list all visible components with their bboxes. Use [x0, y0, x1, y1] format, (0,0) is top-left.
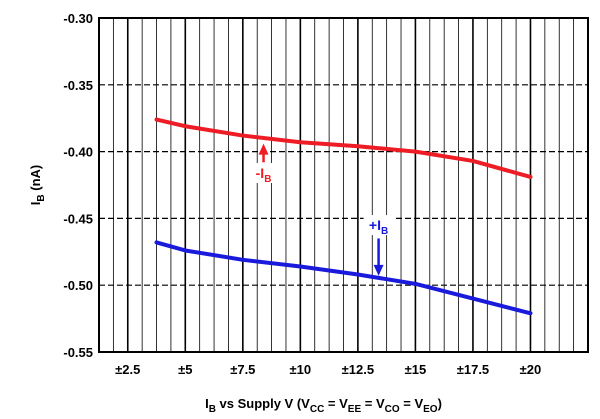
- y-tick-label: -0.50: [63, 278, 93, 293]
- grid: [98, 17, 589, 353]
- series-line-minus-ib: [154, 117, 533, 179]
- y-tick-label: -0.35: [63, 78, 93, 93]
- x-tick-label: ±5: [178, 362, 192, 377]
- x-tick-label: ±12.5: [342, 362, 374, 377]
- x-tick-label: ±7.5: [230, 362, 255, 377]
- y-tick-label: -0.40: [63, 145, 93, 160]
- y-tick-label: -0.45: [63, 211, 93, 226]
- x-tick-label: ±15: [405, 362, 427, 377]
- annotation-arrow-head: [373, 264, 384, 276]
- series-label-plus-ib: +IB: [369, 217, 388, 237]
- annotation-label-bg: [248, 162, 279, 183]
- axis-labels: IB vs Supply V (VCC = VEE = VCO = VEO) IB…: [28, 165, 442, 415]
- y-tick-label: -0.30: [63, 11, 93, 26]
- x-tick-label: ±10: [290, 362, 312, 377]
- series-label-minus-ib: -IB: [256, 165, 272, 185]
- annotation-arrow-head: [258, 143, 269, 155]
- y-axis-label: IB (nA): [28, 165, 47, 205]
- plot-frame: [98, 17, 589, 353]
- x-tick-label: ±2.5: [115, 362, 140, 377]
- annotation-label-bg: [363, 215, 394, 236]
- y-tick-label: -0.55: [63, 345, 93, 360]
- x-tick-label: ±17.5: [457, 362, 489, 377]
- annotations: -IB +IB: [248, 143, 394, 276]
- tick-labels: -0.30 -0.35 -0.40 -0.45 -0.50 -0.55 ±2.5 ±5 ±7.5…: [63, 11, 541, 377]
- x-tick-label: ±20: [520, 362, 542, 377]
- series-line-plus-ib: [154, 240, 533, 316]
- x-axis-label: IB vs Supply V (VCC = VEE = VCO = VEO): [205, 396, 442, 415]
- series-layer: [154, 117, 533, 316]
